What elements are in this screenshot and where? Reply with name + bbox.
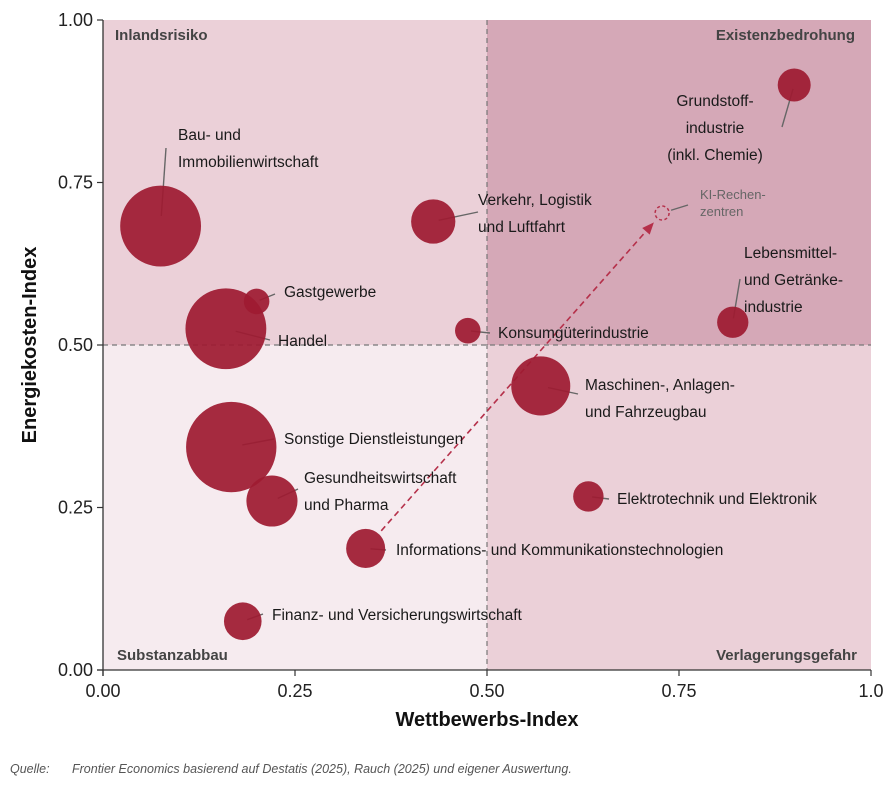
bubbles — [120, 68, 811, 641]
label-maschinen-anlagen-und-fahrzeugbau: und Fahrzeugbau — [585, 404, 707, 421]
bubble-grundstoffindustrie-inkl-chemie — [777, 68, 811, 102]
quadrant-labels: Inlandsrisiko Existenzbedrohung Substanzab… — [115, 27, 857, 664]
source-prefix: Quelle: — [10, 762, 50, 776]
label-gesundheitswirtschaft-und-pharma: und Pharma — [304, 497, 389, 514]
bubble-maschinen-anlagen-und-fahrzeugbau — [511, 356, 571, 416]
quadrant-label-bottom-left: Substanzabbau — [117, 647, 228, 664]
label-elektrotechnik-und-elektronik: Elektrotechnik und Elektronik — [617, 491, 817, 508]
quadrant-label-top-right: Existenzbedrohung — [716, 27, 855, 44]
bubble-elektrotechnik-und-elektronik — [573, 481, 604, 512]
bubble-finanz-und-versicherungswirtschaft — [223, 602, 262, 641]
label-lebensmittel-und-getraenkeindustrie: industrie — [744, 299, 803, 316]
label-verkehr-logistik-und-luftfahrt: Verkehr, Logistik — [478, 192, 592, 209]
y-axis-title: Energiekosten-Index — [19, 247, 41, 444]
label-sonstige-dienstleistungen: Sonstige Dienstleistungen — [284, 431, 463, 448]
label-konsumgueterindustrie: Konsumgüterindustrie — [498, 325, 649, 342]
bubble-lebensmittel-und-getraenkeindustrie — [717, 306, 749, 338]
x-tick-label: 0.50 — [469, 681, 504, 701]
label-handel: Handel — [278, 333, 327, 350]
source-text: Frontier Economics basierend auf Destati… — [72, 762, 572, 776]
label-ki-rechenzentren: zentren — [700, 204, 743, 219]
label-bau-und-immobilienwirtschaft: Bau- und — [178, 127, 241, 144]
label-gastgewerbe: Gastgewerbe — [284, 284, 376, 301]
bubble-verkehr-logistik-und-luftfahrt — [411, 199, 456, 244]
label-finanz-und-versicherungswirtschaft: Finanz- und Versicherungswirtschaft — [272, 607, 523, 624]
label-lebensmittel-und-getraenkeindustrie: Lebensmittel- — [744, 245, 837, 262]
label-lebensmittel-und-getraenkeindustrie: und Getränke- — [744, 272, 843, 289]
quadrant-top-right — [487, 20, 871, 345]
label-informations-und-kommunikationstechnologien: Informations- und Kommunikationstechnolo… — [396, 542, 723, 559]
y-tick-label: 1.00 — [58, 10, 93, 30]
bubble-gesundheitswirtschaft-und-pharma — [246, 475, 298, 527]
bubble-bau-und-immobilienwirtschaft — [120, 185, 202, 267]
quadrant-backgrounds — [103, 20, 871, 670]
source-note: Quelle: Frontier Economics basierend auf … — [10, 762, 572, 776]
quadrant-label-top-left: Inlandsrisiko — [115, 27, 208, 44]
label-gesundheitswirtschaft-und-pharma: Gesundheitswirtschaft — [304, 470, 457, 487]
y-tick-label: 0.00 — [58, 660, 93, 680]
bubble-handel — [185, 288, 267, 370]
quadrant-label-bottom-right: Verlagerungsgefahr — [716, 647, 857, 664]
leader-ki-rechenzentren — [670, 204, 689, 211]
y-tick-label: 0.75 — [58, 173, 93, 193]
label-grundstoffindustrie-inkl-chemie: (inkl. Chemie) — [667, 147, 763, 164]
x-tick-label: 1.0 — [858, 681, 883, 701]
bubble-ki-rechenzentren — [654, 205, 670, 221]
x-tick-label: 0.00 — [85, 681, 120, 701]
label-maschinen-anlagen-und-fahrzeugbau: Maschinen-, Anlagen- — [585, 377, 735, 394]
x-tick-label: 0.25 — [277, 681, 312, 701]
point-labels: Grundstoff-industrie (inkl. Chemie) Bau- u… — [178, 93, 843, 624]
label-grundstoffindustrie-inkl-chemie: Grundstoff- — [676, 93, 753, 110]
label-verkehr-logistik-und-luftfahrt: und Luftfahrt — [478, 219, 566, 236]
bubble-sonstige-dienstleistungen — [186, 401, 277, 493]
axes: 0.00 0.25 0.50 0.75 1.0 0.00 0.25 0.50 0.75 1.00 — [58, 10, 884, 701]
bubble-konsumgueterindustrie — [455, 317, 481, 344]
x-axis-title: Wettbewerbs-Index — [396, 709, 579, 731]
label-grundstoffindustrie-inkl-chemie: industrie — [686, 120, 745, 137]
label-ki-rechenzentren: KI-Rechen- — [700, 187, 766, 202]
y-tick-label: 0.25 — [58, 498, 93, 518]
bubble-chart: Inlandsrisiko Existenzbedrohung Substanzab… — [19, 10, 884, 731]
label-bau-und-immobilienwirtschaft: Immobilienwirtschaft — [178, 154, 319, 171]
quadrant-top-left — [103, 20, 487, 345]
y-tick-label: 0.50 — [58, 335, 93, 355]
x-tick-label: 0.75 — [661, 681, 696, 701]
bubble-informations-und-kommunikationstechnologien — [346, 528, 386, 568]
arrow-head — [642, 222, 654, 235]
